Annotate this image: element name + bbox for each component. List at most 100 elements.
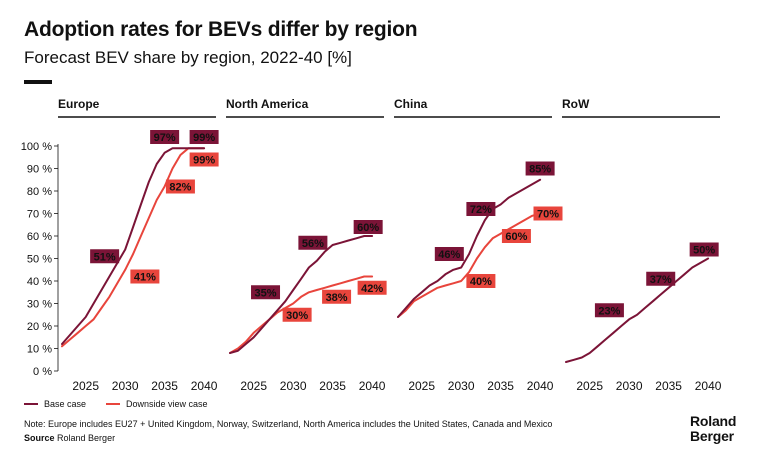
base-case-line-china [397, 178, 542, 318]
y-tick-label: 0 % [33, 366, 52, 378]
data-label-europe: 41% [130, 269, 160, 284]
y-tick-label: 50 % [27, 254, 52, 266]
chart-title: Adoption rates for BEVs differ by region [24, 18, 418, 41]
data-label-box [251, 285, 281, 300]
data-label-text: 85% [529, 164, 551, 176]
data-label-box [90, 249, 120, 264]
data-label-china: 46% [434, 247, 464, 261]
downside-line-europe [61, 147, 206, 348]
legend-swatch-base [24, 403, 38, 405]
data-label-row: 23% [594, 303, 624, 318]
data-label-europe: 99% [189, 130, 219, 144]
x-tick-label: 2025 [408, 379, 435, 393]
x-tick-label: 2030 [616, 379, 643, 393]
data-label-box [646, 271, 676, 286]
data-label-box [525, 161, 555, 176]
data-label-text: 60% [505, 231, 527, 243]
data-label-text: 99% [193, 155, 215, 167]
data-label-north-america: 30% [282, 307, 312, 322]
data-label-text: 60% [357, 222, 379, 234]
y-tick-label: 10 % [27, 344, 52, 356]
title-accent-rule [24, 80, 52, 84]
data-label-box [501, 229, 531, 243]
data-label-text: 82% [169, 182, 191, 194]
base-case-line-row [565, 257, 710, 363]
data-label-box [130, 269, 160, 284]
data-label-text: 41% [134, 272, 156, 284]
data-label-north-america: 38% [322, 289, 352, 304]
y-tick-label: 20 % [27, 321, 52, 333]
y-tick-label: 80 % [27, 186, 52, 198]
x-tick-label: 2040 [695, 379, 722, 393]
data-label-text: 30% [286, 310, 308, 322]
legend-label-base: Base case [44, 399, 87, 409]
source-line: Source Roland Berger [24, 433, 115, 443]
data-label-box [189, 152, 219, 167]
data-label-box [189, 130, 219, 144]
x-tick-label: 2040 [527, 379, 554, 393]
data-label-text: 23% [598, 305, 620, 317]
data-label-box [282, 307, 312, 322]
data-label-text: 46% [438, 249, 460, 261]
data-label-row: 37% [646, 271, 676, 286]
y-tick-label: 60 % [27, 231, 52, 243]
x-tick-label: 2030 [280, 379, 307, 393]
data-label-box [150, 130, 180, 144]
data-label-europe: 97% [150, 130, 180, 144]
x-tick-label: 2025 [240, 379, 267, 393]
source-label: Source [24, 433, 55, 443]
data-label-box [689, 242, 719, 257]
panel-title-china: China [394, 97, 428, 111]
data-label-box [594, 303, 624, 318]
data-label-box [434, 247, 464, 261]
data-label-text: 50% [693, 245, 715, 257]
x-tick-label: 2025 [576, 379, 603, 393]
data-label-china: 85% [525, 161, 555, 176]
x-tick-label: 2030 [112, 379, 139, 393]
data-label-box [353, 220, 383, 234]
data-label-text: 99% [193, 132, 215, 144]
x-tick-label: 2030 [448, 379, 475, 393]
y-tick-label: 30 % [27, 299, 52, 311]
downside-line-china [397, 212, 542, 318]
legend-swatch-downside [106, 403, 121, 405]
data-label-north-america: 42% [357, 280, 387, 295]
y-tick-label: 100 % [21, 141, 52, 153]
x-tick-label: 2035 [319, 379, 346, 393]
data-label-box [466, 274, 496, 288]
data-label-china: 40% [466, 274, 496, 288]
y-tick-label: 90 % [27, 164, 52, 176]
data-label-north-america: 60% [353, 220, 383, 234]
panel-title-north-america: North America [226, 97, 309, 111]
base-case-line-north-america [229, 235, 374, 354]
data-label-china: 70% [533, 206, 563, 221]
data-label-box [322, 289, 352, 304]
y-tick-label: 70 % [27, 209, 52, 221]
data-label-text: 72% [470, 204, 492, 216]
legend-label-downside: Downside view case [126, 399, 208, 409]
data-label-text: 35% [255, 287, 277, 299]
data-label-text: 38% [326, 292, 348, 304]
data-label-europe: 51% [90, 249, 120, 264]
downside-line-north-america [229, 275, 374, 354]
data-label-north-america: 35% [251, 285, 281, 300]
data-label-box [466, 202, 496, 216]
data-label-europe: 99% [189, 152, 219, 167]
data-label-box [165, 179, 195, 194]
roland-berger-logo: Roland Berger [690, 414, 736, 444]
data-label-china: 72% [466, 202, 496, 216]
data-label-box [298, 235, 328, 250]
data-label-europe: 82% [165, 179, 195, 194]
logo-line-1: Roland [690, 413, 737, 429]
x-tick-label: 2035 [655, 379, 682, 393]
x-tick-label: 2025 [72, 379, 99, 393]
x-tick-label: 2040 [359, 379, 386, 393]
data-label-text: 42% [361, 283, 383, 295]
chart-subtitle: Forecast BEV share by region, 2022-40 [%… [24, 48, 352, 67]
legend-item-base: Base case [24, 399, 86, 409]
data-label-text: 40% [470, 276, 492, 288]
panel-title-row: RoW [562, 97, 590, 111]
data-label-row: 50% [689, 242, 719, 257]
data-label-box [357, 280, 387, 295]
footnote: Note: Europe includes EU27 + United King… [24, 419, 553, 429]
